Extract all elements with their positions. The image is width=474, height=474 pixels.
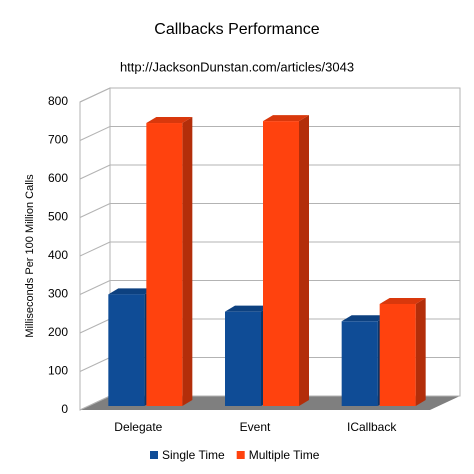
bar (108, 294, 145, 406)
bar (146, 123, 183, 407)
legend-label: Multiple Time (249, 448, 320, 462)
x-tick-label: ICallback (347, 420, 397, 434)
bar-top (146, 117, 193, 124)
bar (341, 321, 378, 406)
grid-line (79, 164, 111, 180)
grid-line (79, 241, 111, 257)
y-axis-label: Milliseconds Per 100 Million Calls (24, 174, 36, 338)
legend-swatch (236, 451, 245, 459)
legend-swatch (150, 451, 158, 459)
y-tick-label: 800 (48, 94, 68, 108)
grid-line (79, 280, 111, 295)
grid-line (79, 318, 111, 334)
bar-top (341, 315, 388, 322)
bar-side (415, 297, 426, 406)
x-tick-label: Event (240, 420, 271, 434)
y-tick-label: 600 (48, 171, 68, 185)
bar-top (263, 115, 309, 122)
bar-top (108, 288, 155, 295)
legend-label: Single Time (162, 448, 225, 462)
bar-side (182, 117, 193, 407)
grid-line (79, 87, 111, 103)
bar (263, 121, 299, 406)
grid-line (79, 126, 111, 141)
y-tick-label: 200 (48, 325, 68, 339)
y-tick-label: 100 (48, 364, 68, 378)
bar (225, 311, 261, 406)
chart-title: Callbacks Performance (154, 21, 320, 38)
chart-subtitle: http://JacksonDunstan.com/articles/3043 (120, 59, 354, 74)
grid-line (79, 395, 111, 411)
y-tick-label: 700 (48, 133, 68, 147)
bar-top (225, 305, 271, 312)
bar (379, 303, 416, 406)
y-tick-label: 500 (48, 210, 68, 224)
y-tick-label: 300 (48, 287, 68, 301)
y-tick-label: 0 (61, 402, 68, 416)
grid-line (79, 203, 111, 218)
bar-side (299, 115, 309, 406)
bar-top (379, 297, 426, 304)
grid-line (79, 357, 111, 372)
x-tick-label: Delegate (114, 420, 162, 434)
y-tick-label: 400 (48, 248, 68, 262)
